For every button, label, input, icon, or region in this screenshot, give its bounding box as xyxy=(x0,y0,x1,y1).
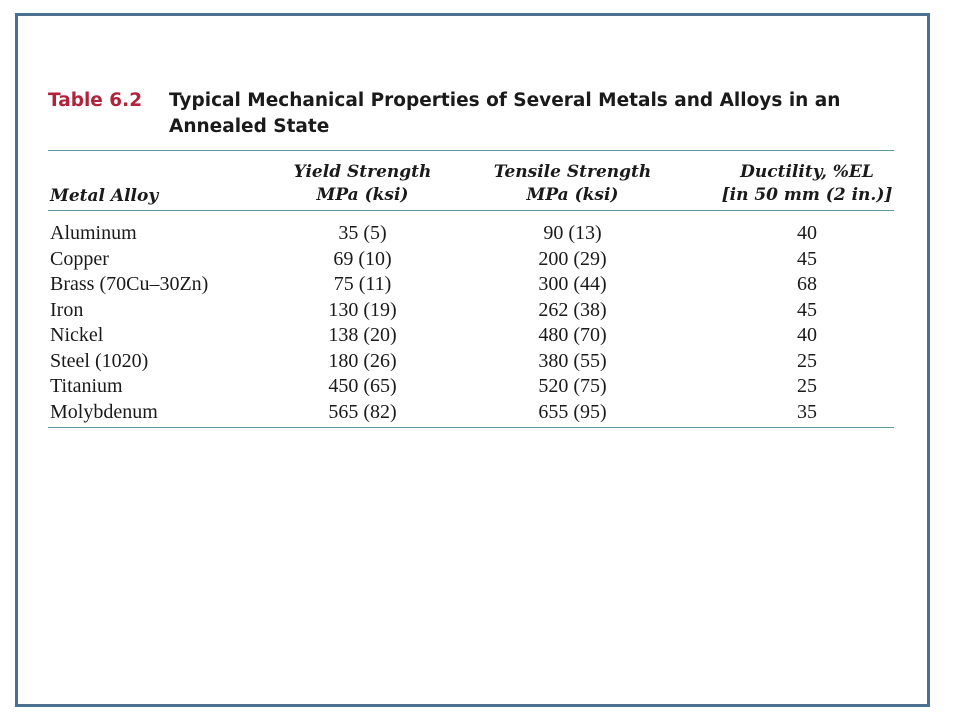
header-metal-alloy-label: Metal Alloy xyxy=(50,186,159,206)
cell-yield: 130 (19) xyxy=(328,298,397,321)
cell-alloy: Brass (70Cu–30Zn) xyxy=(50,273,209,295)
cell-tensile: 520 (75) xyxy=(538,375,607,397)
table-bottom-rule xyxy=(48,427,894,428)
table-row: Molybdenum 565 (82) 655 (95) 35 xyxy=(48,400,894,426)
cell-alloy: Molybdenum xyxy=(50,400,158,423)
cell-ductility: 25 xyxy=(797,349,817,372)
cell-tensile: 200 (29) xyxy=(538,247,607,270)
table-row: Iron 130 (19) 262 (38) 45 xyxy=(48,298,894,324)
cell-ductility: 45 xyxy=(797,247,817,270)
table-title: Typical Mechanical Properties of Several… xyxy=(169,90,841,137)
cell-yield: 450 (65) xyxy=(328,375,397,397)
header-ductility-line1: Ductility, %EL xyxy=(740,162,874,182)
cell-alloy: Titanium xyxy=(50,375,123,397)
cell-tensile: 300 (44) xyxy=(538,273,607,295)
cell-yield: 35 (5) xyxy=(338,222,387,244)
table-number: Table 6.2 xyxy=(48,90,143,111)
table-caption: Table 6.2 Typical Mechanical Properties o… xyxy=(48,88,868,140)
header-ductility: Ductility, %EL [in 50 mm (2 in.)] xyxy=(712,161,902,207)
cell-tensile: 90 (13) xyxy=(543,222,602,244)
cell-yield: 69 (10) xyxy=(333,247,392,270)
cell-alloy: Aluminum xyxy=(50,222,137,244)
table-row: Brass (70Cu–30Zn) 75 (11) 300 (44) 68 xyxy=(48,272,894,298)
header-tensile-strength: Tensile Strength MPa (ksi) xyxy=(490,161,655,207)
table-body: Aluminum 35 (5) 90 (13) 40 Copper 69 (10… xyxy=(48,221,894,425)
cell-yield: 180 (26) xyxy=(328,349,397,372)
header-tensile-line1: Tensile Strength xyxy=(493,162,652,182)
header-tensile-line2: MPa (ksi) xyxy=(526,185,619,205)
cell-ductility: 35 xyxy=(797,400,817,423)
cell-ductility: 40 xyxy=(797,222,817,244)
cell-alloy: Iron xyxy=(50,298,84,321)
header-metal-alloy: Metal Alloy xyxy=(50,185,158,208)
table-row: Steel (1020) 180 (26) 380 (55) 25 xyxy=(48,349,894,375)
slide-frame xyxy=(15,13,930,707)
table-row: Titanium 450 (65) 520 (75) 25 xyxy=(48,374,894,400)
table-header-rule xyxy=(48,210,894,211)
table-row: Nickel 138 (20) 480 (70) 40 xyxy=(48,323,894,349)
cell-ductility: 40 xyxy=(797,324,817,346)
header-yield-line1: Yield Strength xyxy=(293,162,432,182)
cell-tensile: 480 (70) xyxy=(538,324,607,346)
cell-ductility: 68 xyxy=(797,273,817,295)
cell-tensile: 380 (55) xyxy=(538,349,607,372)
cell-alloy: Copper xyxy=(50,247,109,270)
table-row: Copper 69 (10) 200 (29) 45 xyxy=(48,247,894,273)
cell-tensile: 262 (38) xyxy=(538,298,607,321)
header-yield-strength: Yield Strength MPa (ksi) xyxy=(285,161,440,207)
cell-tensile: 655 (95) xyxy=(538,400,607,423)
cell-ductility: 25 xyxy=(797,375,817,397)
table-top-rule xyxy=(48,150,894,151)
cell-yield: 138 (20) xyxy=(328,324,397,346)
cell-alloy: Nickel xyxy=(50,324,104,346)
header-ductility-line2: [in 50 mm (2 in.)] xyxy=(721,185,893,205)
cell-yield: 565 (82) xyxy=(328,400,397,423)
cell-ductility: 45 xyxy=(797,298,817,321)
table-row: Aluminum 35 (5) 90 (13) 40 xyxy=(48,221,894,247)
cell-alloy: Steel (1020) xyxy=(50,349,149,372)
header-yield-line2: MPa (ksi) xyxy=(316,185,409,205)
cell-yield: 75 (11) xyxy=(333,273,392,295)
